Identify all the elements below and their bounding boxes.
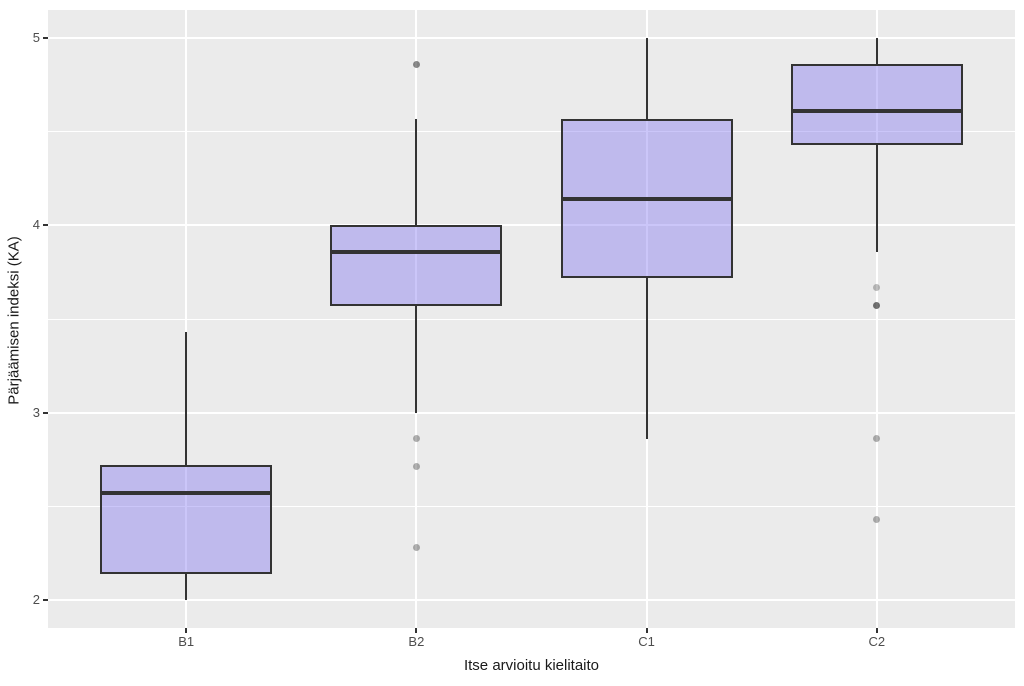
gridline-major-horizontal bbox=[48, 411, 1015, 414]
boxplot-median-line bbox=[100, 491, 273, 496]
boxplot-lower-whisker bbox=[185, 573, 188, 600]
boxplot-box bbox=[790, 64, 963, 145]
y-axis-tick bbox=[43, 224, 48, 227]
boxplot-upper-whisker bbox=[875, 38, 878, 65]
boxplot-median-line bbox=[560, 197, 733, 202]
x-axis-tick bbox=[415, 628, 418, 633]
boxplot-upper-whisker bbox=[645, 38, 648, 119]
gridline-major-horizontal bbox=[48, 224, 1015, 227]
gridline-major-horizontal bbox=[48, 37, 1015, 40]
gridline-minor-horizontal bbox=[48, 318, 1015, 320]
boxplot-median-line bbox=[330, 249, 503, 254]
gridline-major-vertical bbox=[185, 10, 188, 628]
x-tick-label: B2 bbox=[408, 634, 425, 649]
boxplot-upper-whisker bbox=[185, 332, 188, 466]
boxplot-box bbox=[330, 225, 503, 306]
y-tick-label: 3 bbox=[32, 404, 40, 420]
outlier-point bbox=[873, 435, 881, 443]
boxplot-lower-whisker bbox=[645, 277, 648, 439]
y-axis-tick bbox=[43, 411, 48, 414]
y-tick-label: 2 bbox=[32, 591, 40, 607]
boxplot-box bbox=[100, 465, 273, 574]
outlier-point bbox=[873, 302, 881, 310]
y-tick-label: 4 bbox=[32, 217, 40, 233]
boxplot-median-line bbox=[790, 109, 963, 114]
x-axis-tick bbox=[875, 628, 878, 633]
y-axis-tick bbox=[43, 598, 48, 601]
gridline-major-vertical bbox=[875, 10, 878, 628]
boxplot-upper-whisker bbox=[415, 118, 418, 226]
x-axis-tick bbox=[645, 628, 648, 633]
plot-panel bbox=[48, 10, 1015, 628]
outlier-point bbox=[412, 463, 420, 471]
gridline-minor-horizontal bbox=[48, 505, 1015, 507]
y-axis-title: Pärjäämisen indeksi (KA) bbox=[5, 236, 23, 405]
boxplot-lower-whisker bbox=[415, 305, 418, 413]
outlier-point bbox=[873, 515, 881, 523]
boxplot-lower-whisker bbox=[875, 144, 878, 252]
x-tick-label: C2 bbox=[868, 634, 886, 649]
outlier-point bbox=[412, 543, 420, 551]
outlier-point bbox=[412, 435, 420, 443]
gridline-major-horizontal bbox=[48, 598, 1015, 601]
outlier-point bbox=[412, 60, 420, 68]
y-axis-tick bbox=[43, 37, 48, 40]
gridline-minor-horizontal bbox=[48, 131, 1015, 133]
x-axis-title: Itse arvioitu kielitaito bbox=[463, 657, 600, 674]
x-tick-label: B1 bbox=[178, 634, 195, 649]
outlier-point bbox=[873, 283, 881, 291]
x-tick-label: C1 bbox=[638, 634, 655, 649]
y-tick-label: 5 bbox=[32, 30, 40, 46]
x-axis-tick bbox=[185, 628, 188, 633]
